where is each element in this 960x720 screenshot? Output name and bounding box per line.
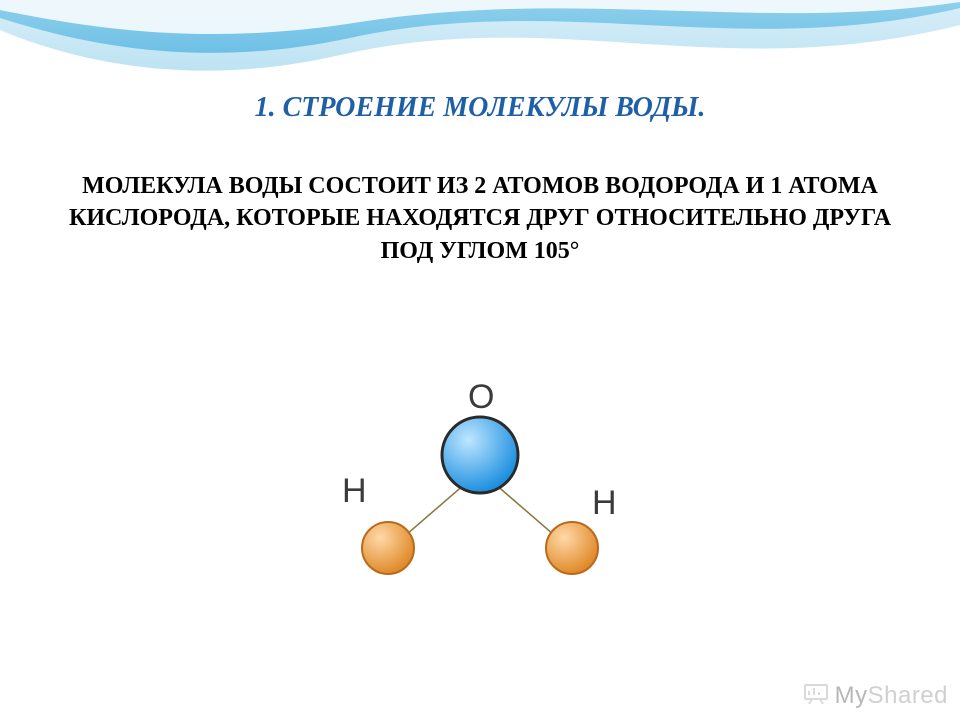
oxygen-atom xyxy=(442,417,518,493)
slide: 1. СТРОЕНИЕ МОЛЕКУЛЫ ВОДЫ. МОЛЕКУЛА ВОДЫ… xyxy=(0,0,960,720)
oxygen-label: O xyxy=(468,378,494,417)
water-molecule-diagram: O H H xyxy=(330,340,630,600)
slide-heading: 1. СТРОЕНИЕ МОЛЕКУЛЫ ВОДЫ. xyxy=(0,92,960,124)
hydrogen-right-label: H xyxy=(592,484,617,523)
hydrogen-left-label: H xyxy=(342,472,367,511)
slide-body-text: МОЛЕКУЛА ВОДЫ СОСТОИТ ИЗ 2 АТОМОВ ВОДОРО… xyxy=(60,170,900,267)
watermark: MyShared xyxy=(803,682,948,712)
hydrogen-atom-right xyxy=(546,522,598,574)
watermark-prefix: My xyxy=(835,682,868,709)
hydrogen-atom-left xyxy=(362,522,414,574)
watermark-suffix: Shared xyxy=(868,682,948,709)
presentation-icon xyxy=(803,683,829,712)
